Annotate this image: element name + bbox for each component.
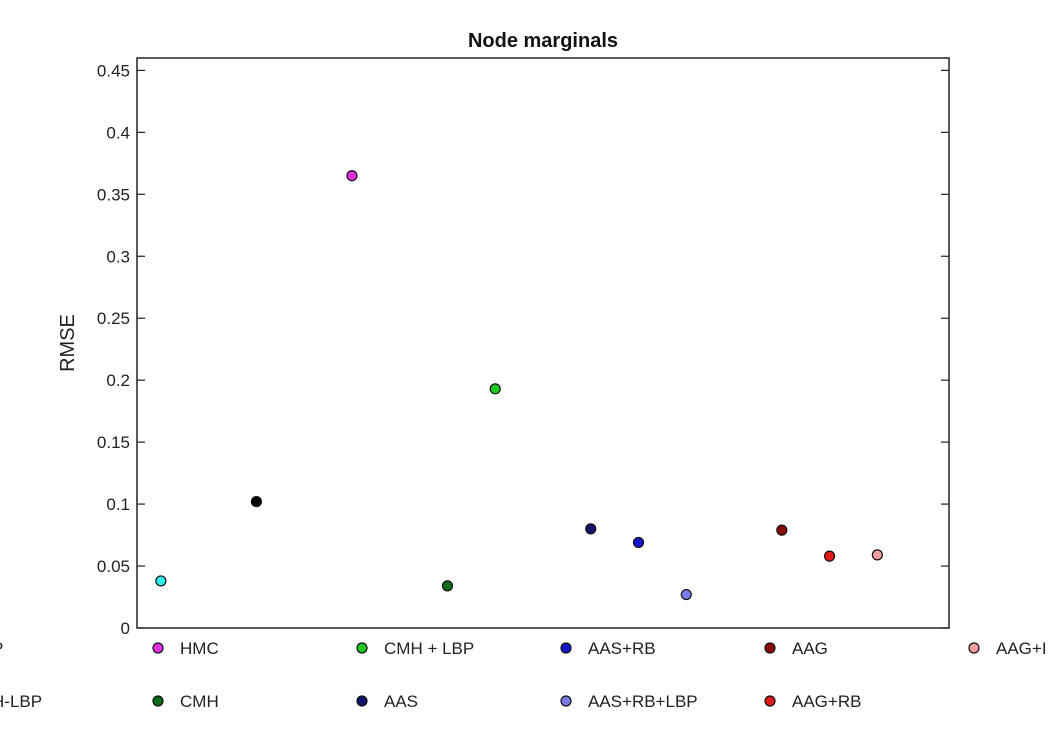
legend-label: AAG [792,639,828,658]
data-point [823,550,836,562]
plot-frame [136,57,950,629]
y-tick-label: 0.15 [97,433,130,452]
legend-label: HMC [180,639,219,658]
y-tick-label: 0.1 [106,495,130,514]
y-tick-label: 0.45 [97,61,130,80]
legend-label: CMH + LBP [384,639,474,658]
data-point [632,536,645,549]
data-points [155,170,883,601]
legend-marker [152,695,164,707]
y-tick-label: 0.2 [106,371,130,390]
legend-label: AAS+RB+LBP [588,692,698,711]
y-tick-label: 0.3 [106,247,130,266]
y-tick-label: 0.25 [97,309,130,328]
data-point [346,170,358,182]
y-tick-label: 0 [121,619,130,638]
data-point [155,575,167,587]
chart-title: Node marginals [468,30,618,52]
legend-label: AAG+RB [792,692,861,711]
legend-label: AAS+RB [588,639,656,658]
legend-label: P [0,639,3,658]
data-point [680,588,692,601]
legend-marker [764,695,776,707]
data-point [489,383,501,395]
data-point [441,580,454,592]
data-point [776,524,788,536]
legend-marker [356,642,368,654]
legend-label: H-LBP [0,692,42,711]
data-point [871,549,883,561]
y-tick-label: 0.05 [97,557,130,576]
legend: P HMC CMH + LBP AAS+RB AAG AAG+I H-LBP CMH AAS AA… [0,639,1047,711]
legend-marker [764,642,776,654]
y-axis-ticks: 0 0.05 0.1 0.15 0.2 0.25 0.3 0.35 0.4 0.45 [97,61,949,638]
y-tick-label: 0.35 [97,185,130,204]
legend-marker [968,642,980,654]
data-point [250,496,263,508]
legend-marker [560,695,572,707]
legend-marker [152,642,164,654]
legend-label: AAS [384,692,418,711]
data-point [585,523,597,535]
legend-label: CMH [180,692,219,711]
legend-marker [560,642,572,654]
legend-label: AAG+I [996,639,1047,658]
legend-marker [356,695,368,707]
y-tick-label: 0.4 [106,123,130,142]
y-axis-title: RMSE [57,314,79,372]
